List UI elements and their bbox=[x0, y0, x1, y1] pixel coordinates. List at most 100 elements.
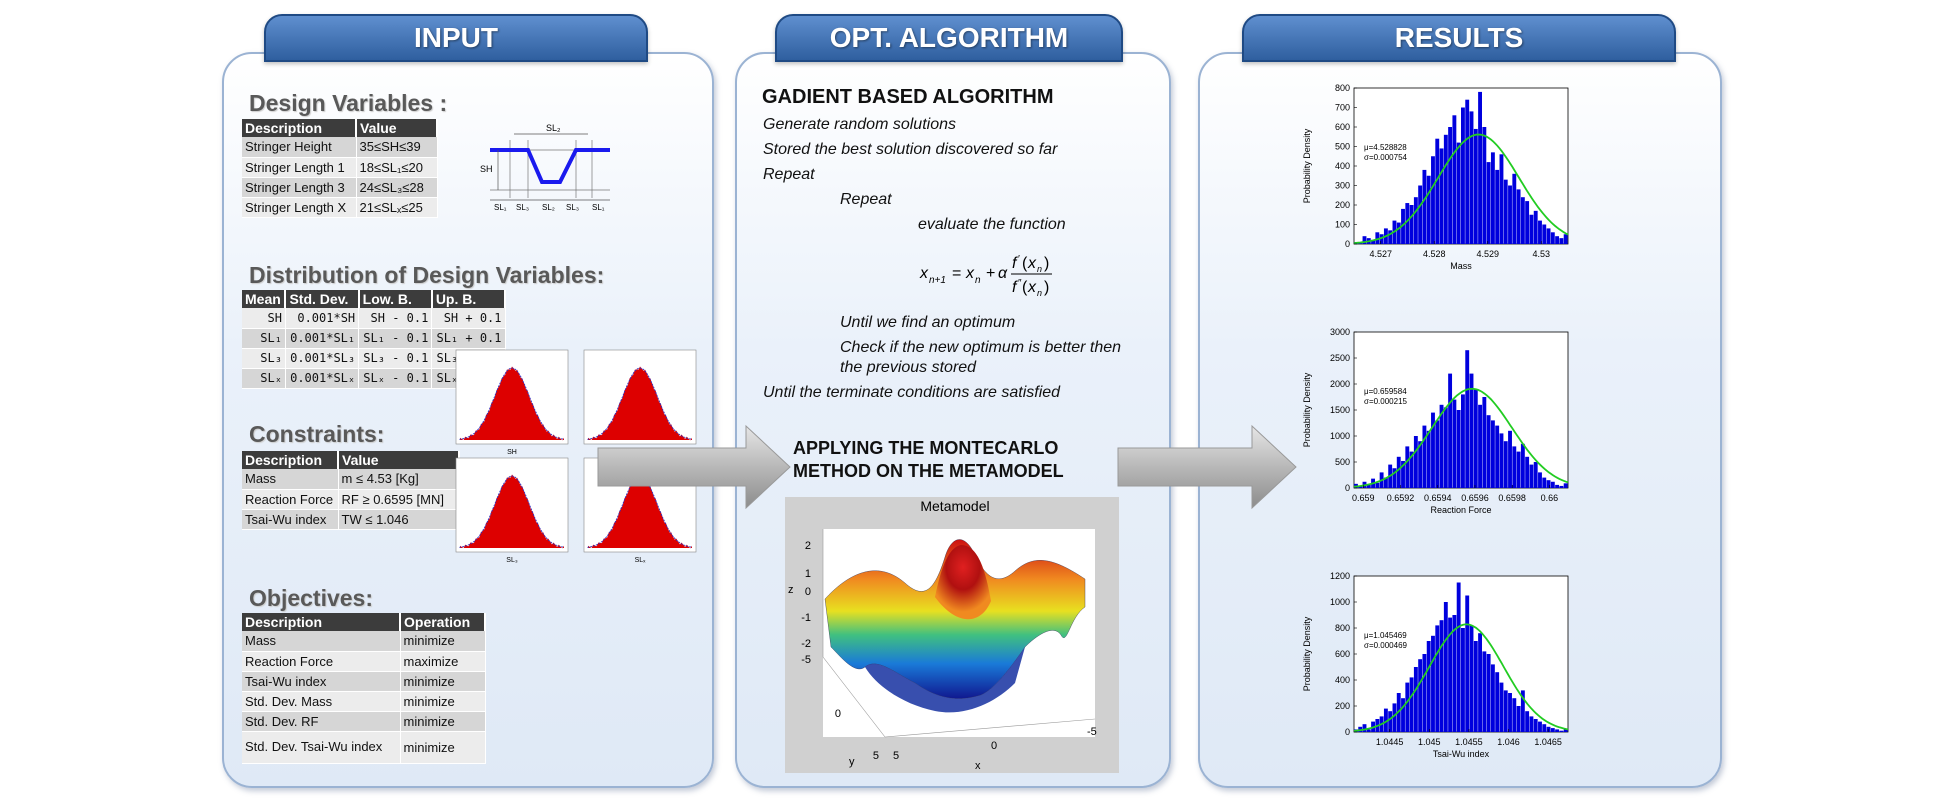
histogram-bar bbox=[1426, 175, 1431, 244]
histogram-bar bbox=[1490, 152, 1495, 244]
table-cell: Mass bbox=[242, 469, 339, 490]
histogram-bar bbox=[1358, 243, 1363, 244]
histogram-bar bbox=[1503, 179, 1508, 244]
x-axis-label: x bbox=[975, 760, 981, 772]
svg-text:(: ( bbox=[1022, 255, 1028, 272]
histogram-bar bbox=[1435, 420, 1440, 488]
x-tick-label: 0.6594 bbox=[1424, 493, 1452, 503]
stringer-section-sketch: SL₂ SH SL₁ SL₃ SL₂ SL₃ SL₁ bbox=[480, 123, 610, 212]
table-header: Value bbox=[356, 119, 438, 137]
x-axis-label: Tsai-Wu index bbox=[1433, 749, 1490, 759]
histogram-bar bbox=[1486, 415, 1491, 488]
distribution-table: Mean Std. Dev. Low. B. Up. B. SH 0.001*SH… bbox=[242, 290, 507, 389]
metamodel-peak bbox=[935, 545, 991, 620]
y-tick-label: 0 bbox=[1345, 727, 1350, 737]
table-cell: Reaction Force bbox=[242, 651, 401, 672]
mini-distribution-bars bbox=[588, 474, 692, 549]
histogram-bar bbox=[1503, 690, 1508, 732]
mini-fit-curve bbox=[587, 367, 693, 440]
svg-text:): ) bbox=[1044, 255, 1049, 272]
mass-histogram: 0 100 200 300 400 500 600 700 800 4.527 4.528 4.529… bbox=[1302, 83, 1569, 271]
mini-plot-axis-label: SH bbox=[507, 449, 517, 456]
histogram-bar bbox=[1490, 664, 1495, 732]
mini-distribution-plot: SL₁ bbox=[583, 349, 697, 456]
histogram-bar bbox=[1525, 456, 1530, 488]
table-row: Mass minimize bbox=[242, 631, 486, 652]
table-cell: 0.001*SLₓ bbox=[285, 368, 360, 389]
histogram-bar bbox=[1512, 698, 1517, 732]
x-tick-label: 1.0465 bbox=[1534, 737, 1562, 747]
histogram-bar bbox=[1469, 111, 1474, 245]
table-row: Tsai-Wu index minimize bbox=[242, 671, 486, 692]
table-cell: 24≤SL₃≤28 bbox=[356, 177, 438, 198]
histogram-bar bbox=[1426, 430, 1431, 488]
x-tick-label: 4.527 bbox=[1369, 249, 1392, 259]
z-tick: 2 bbox=[805, 540, 811, 552]
histogram-bar bbox=[1456, 142, 1461, 244]
x-tick-label: 4.529 bbox=[1476, 249, 1499, 259]
histogram-bar bbox=[1473, 389, 1478, 488]
stats-annotation: σ=0.000215 bbox=[1364, 397, 1408, 406]
histogram-bar bbox=[1443, 134, 1448, 244]
svg-text:=: = bbox=[952, 265, 961, 282]
histogram-bar bbox=[1448, 617, 1453, 732]
input-tab: INPUT bbox=[264, 14, 648, 62]
y-axis-label: Probability Density bbox=[1302, 616, 1312, 691]
mini-distribution-bars bbox=[588, 366, 692, 441]
y-tick-label: 0 bbox=[1345, 239, 1350, 249]
y-tick-label: 600 bbox=[1335, 122, 1350, 132]
histogram-bar bbox=[1550, 728, 1555, 732]
histogram-bar bbox=[1443, 407, 1448, 488]
x-tick-label: 0.659 bbox=[1352, 493, 1375, 503]
histogram-bar bbox=[1499, 433, 1504, 488]
histogram-bar bbox=[1456, 582, 1461, 732]
histogram-bar bbox=[1525, 711, 1530, 732]
histogram-bar bbox=[1448, 127, 1453, 244]
table-row: Reaction Force RF ≥ 0.6595 [MN] bbox=[242, 489, 460, 510]
z-tick: -2 bbox=[801, 638, 811, 650]
stats-annotation: σ=0.000469 bbox=[1364, 641, 1408, 650]
y-tick-label: 2500 bbox=[1330, 353, 1350, 363]
table-row: Reaction Force maximize bbox=[242, 651, 486, 672]
histogram-bar bbox=[1422, 169, 1427, 244]
histogram-bar bbox=[1469, 625, 1474, 732]
table-row: Std. Dev. Mass minimize bbox=[242, 691, 486, 712]
stats-annotation: σ=0.000754 bbox=[1364, 153, 1408, 162]
svg-text:x: x bbox=[1027, 279, 1037, 296]
table-cell: Mass bbox=[242, 631, 401, 652]
table-row: Std. Dev. Tsai-Wu index minimize bbox=[242, 731, 486, 764]
constraints-title: Constraints: bbox=[249, 421, 385, 447]
table-cell: Tsai-Wu index bbox=[242, 671, 401, 692]
histogram-bar bbox=[1358, 485, 1363, 488]
histogram-bar bbox=[1439, 148, 1444, 244]
table-cell: minimize bbox=[400, 711, 486, 732]
histogram-bar bbox=[1388, 230, 1393, 244]
histogram-bar bbox=[1559, 238, 1564, 244]
svg-text:n+1: n+1 bbox=[929, 275, 946, 286]
algorithm-line: Until we find an optimum bbox=[840, 314, 1016, 331]
y-tick: -5 bbox=[801, 654, 811, 666]
z-tick: 0 bbox=[805, 586, 811, 598]
histogram-bar bbox=[1465, 595, 1470, 732]
table-cell: minimize bbox=[400, 631, 486, 652]
histogram-bar bbox=[1405, 446, 1410, 488]
table-cell: SLₓ - 0.1 bbox=[358, 368, 433, 389]
sketch-label-bottom: SL₂ bbox=[542, 203, 555, 212]
montecarlo-title: APPLYING THE MONTECARLO METHOD ON THE ME… bbox=[793, 437, 1064, 483]
table-cell: SL₁ bbox=[242, 328, 286, 349]
distribution-title: Distribution of Design Variables: bbox=[249, 262, 605, 288]
histogram-bar bbox=[1482, 397, 1487, 488]
histogram-bar bbox=[1512, 173, 1517, 244]
histogram-bar bbox=[1546, 228, 1551, 244]
stats-annotation: μ=4.528828 bbox=[1364, 143, 1407, 152]
mini-plot-axis-label: SL₃ bbox=[506, 557, 518, 564]
histogram-bar bbox=[1550, 481, 1555, 488]
histogram-bar bbox=[1448, 373, 1453, 488]
x-tick-label: 4.53 bbox=[1532, 249, 1550, 259]
histogram-bar bbox=[1409, 451, 1414, 488]
histogram-bar bbox=[1439, 404, 1444, 488]
histogram-bar bbox=[1452, 115, 1457, 244]
histogram-bar bbox=[1461, 107, 1465, 244]
histogram-bar bbox=[1495, 672, 1500, 732]
